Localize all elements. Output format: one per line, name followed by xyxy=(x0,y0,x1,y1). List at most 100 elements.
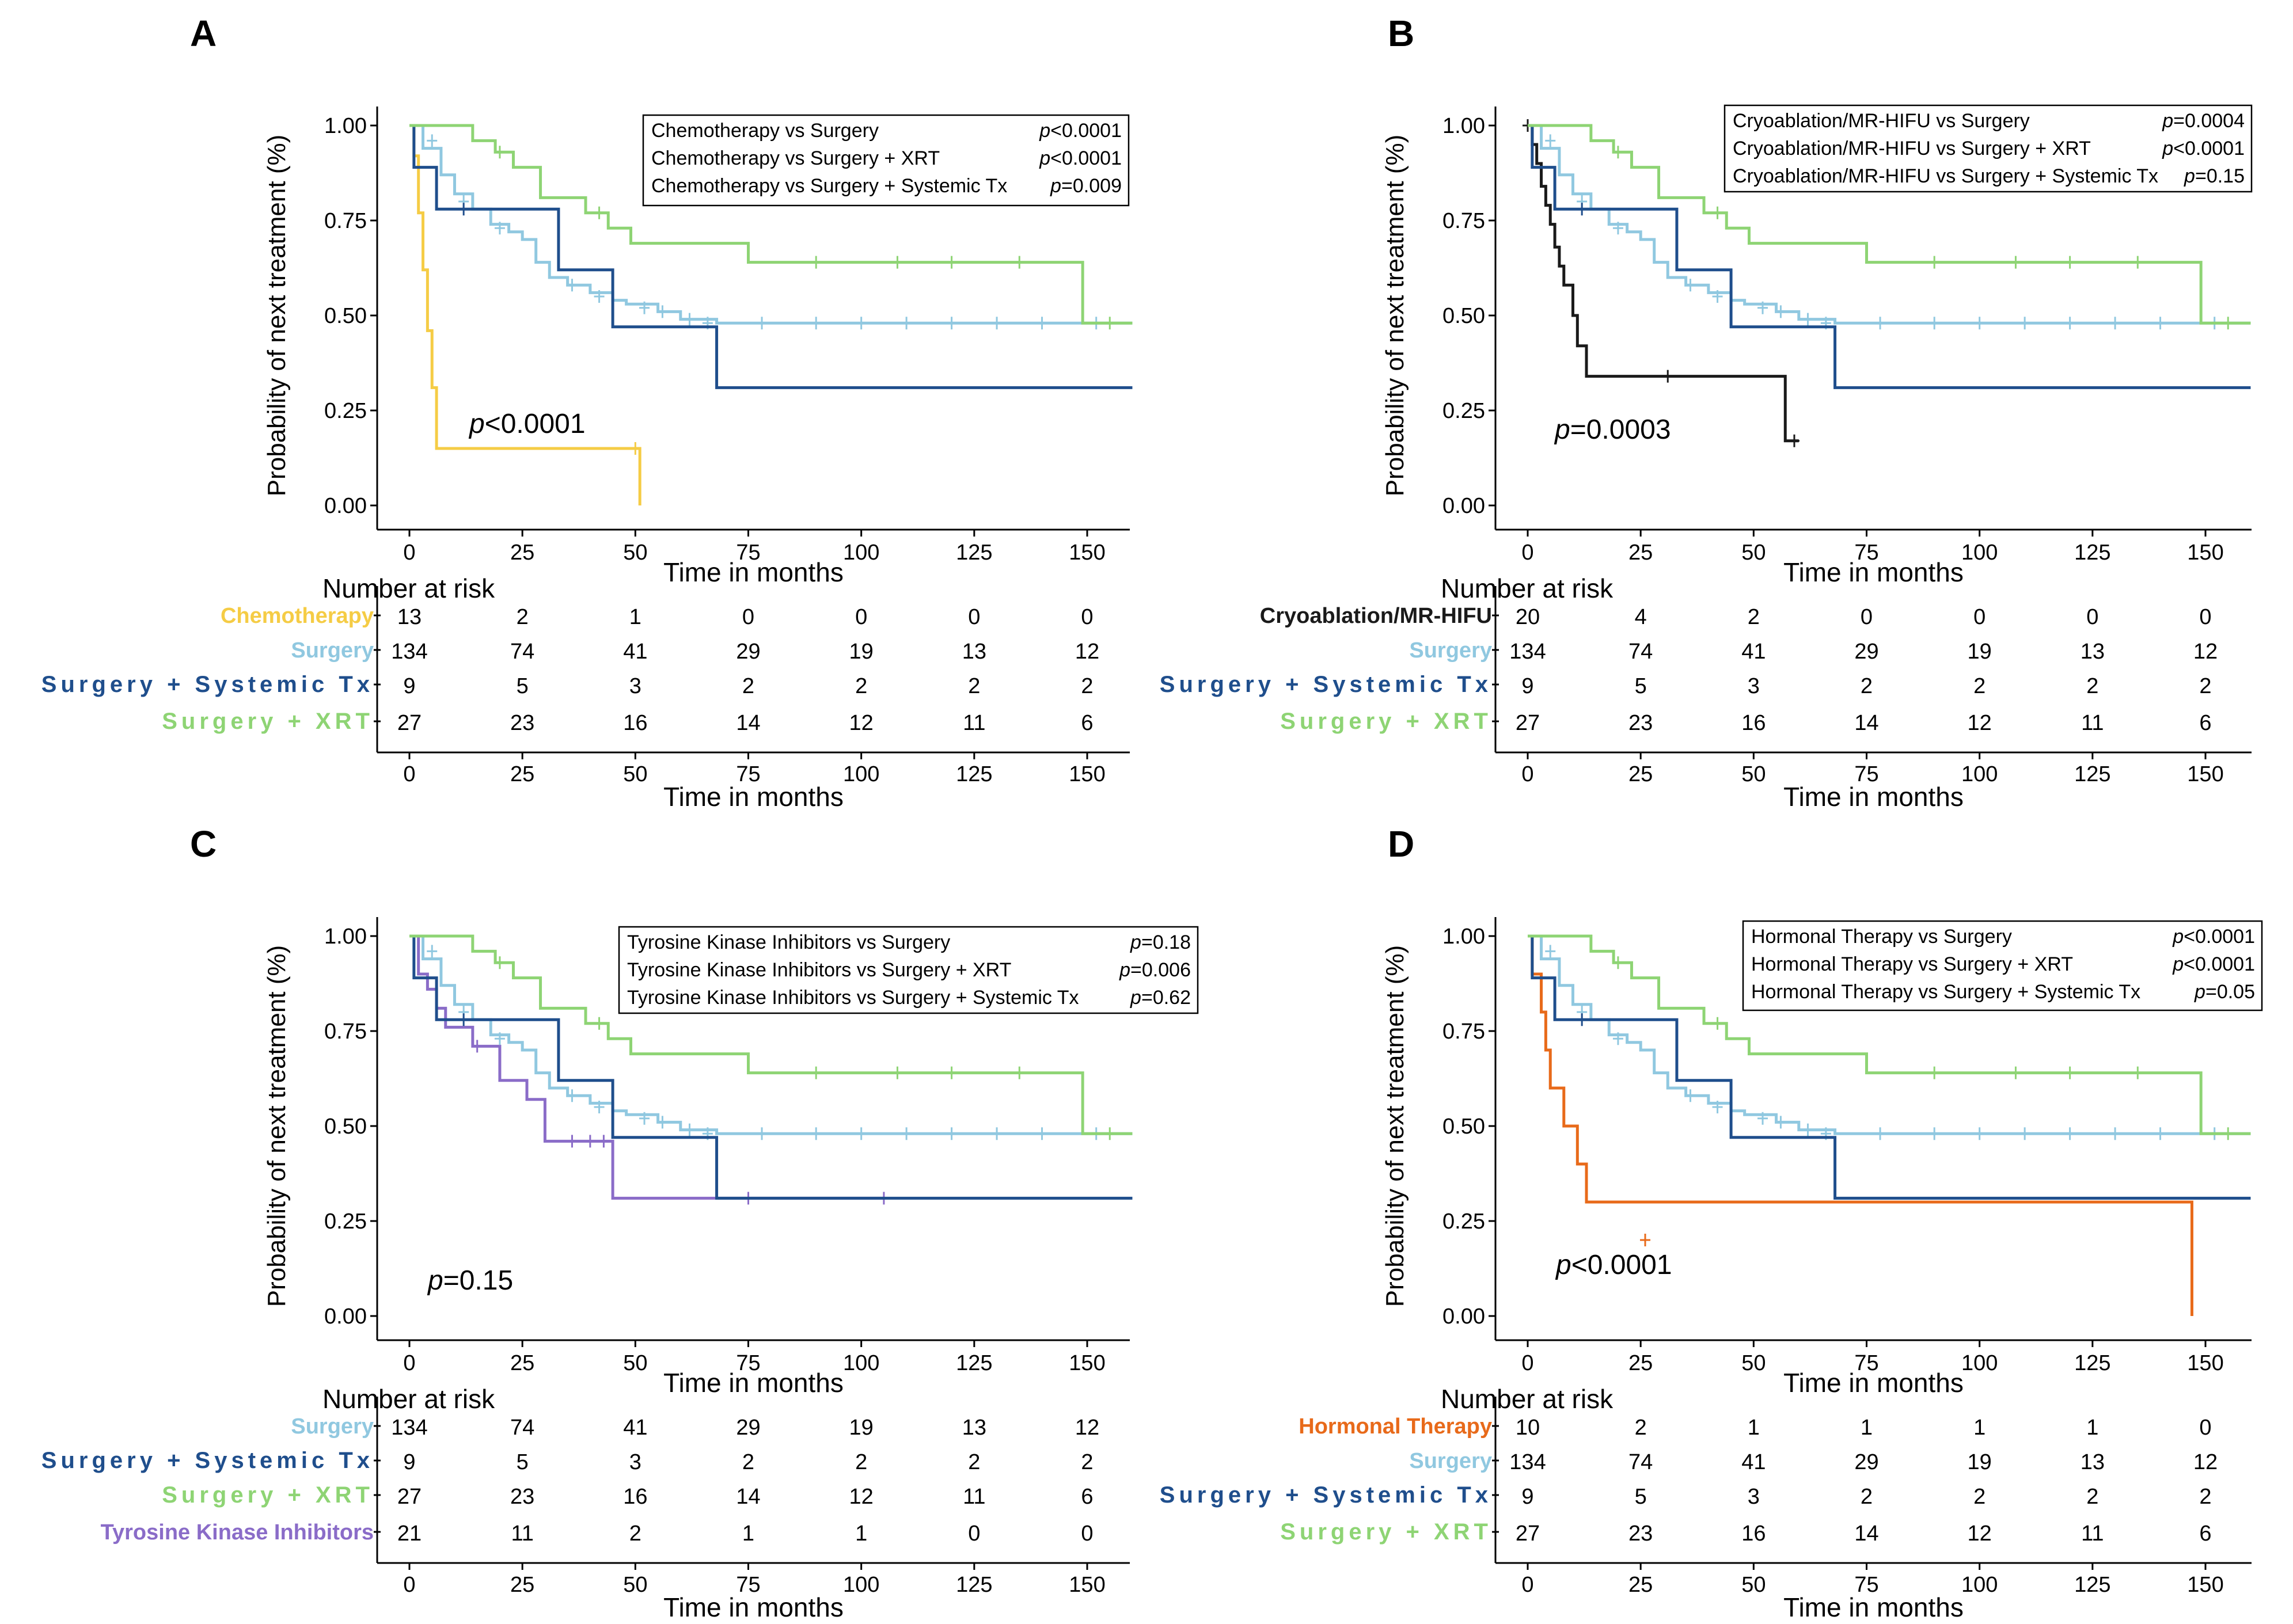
risk-x-tick-label: 125 xyxy=(2074,1573,2110,1597)
risk-count: 134 xyxy=(391,1416,427,1440)
risk-x-tick-label: 150 xyxy=(2187,1573,2223,1597)
risk-count: 1 xyxy=(1861,1416,1873,1440)
risk-x-tick-label: 50 xyxy=(1741,1573,1766,1597)
risk-count: 74 xyxy=(1628,1450,1653,1474)
censor-mark xyxy=(584,1135,595,1148)
risk-x-tick-label: 50 xyxy=(623,762,647,786)
legend-box xyxy=(642,114,1130,207)
risk-count: 74 xyxy=(1628,640,1653,664)
p-value: <0.0001 xyxy=(1571,1250,1672,1280)
risk-count: 41 xyxy=(623,640,647,664)
risk-count: 2 xyxy=(2199,1485,2211,1509)
risk-count: 2 xyxy=(742,1450,754,1474)
risk-count: 2 xyxy=(1081,1450,1093,1474)
censor-mark xyxy=(1974,1127,1985,1140)
p-value: =0.009 xyxy=(1061,175,1122,197)
p-value: =0.15 xyxy=(443,1265,513,1296)
risk-x-tick-label: 50 xyxy=(623,1573,647,1597)
risk-count: 6 xyxy=(2199,1522,2211,1546)
risk-count: 0 xyxy=(1861,605,1873,629)
censor-mark xyxy=(1612,146,1623,159)
panel-d: D0.000.250.500.751.000 25 50 75 100 125 150Pro… xyxy=(1160,823,2263,1622)
risk-count: 11 xyxy=(2081,1522,2104,1546)
risk-count: 2 xyxy=(2086,674,2098,698)
km-curve-cryoablation-mr-hifu xyxy=(1528,124,1799,443)
censor-mark xyxy=(1875,317,1886,330)
risk-count: 29 xyxy=(1854,640,1878,664)
p-symbol: p xyxy=(1119,959,1130,981)
risk-count: 1 xyxy=(742,1522,754,1546)
legend-p-value: p=0.62 xyxy=(1130,987,1191,1009)
risk-count: 1 xyxy=(1973,1416,1986,1440)
legend-comparison: Chemotherapy vs Surgery + Systemic Tx xyxy=(651,175,1007,197)
risk-count: 2 xyxy=(517,605,529,629)
risk-count: 2 xyxy=(1861,1485,1873,1509)
y-axis-title: Probability of next treatment (%) xyxy=(1381,945,1409,1307)
risk-count: 1 xyxy=(629,605,641,629)
risk-count: 19 xyxy=(1968,1450,1992,1474)
censor-mark xyxy=(1974,317,1985,330)
censor-mark xyxy=(2155,317,2166,330)
censor-mark xyxy=(657,1116,668,1129)
risk-x-tick-label: 75 xyxy=(736,1573,760,1597)
p-value: =0.006 xyxy=(1130,959,1191,981)
censor-mark xyxy=(946,1066,957,1079)
risk-count: 5 xyxy=(517,1450,529,1474)
risk-count: 2 xyxy=(1861,674,1873,698)
legend-comparison: Tyrosine Kinase Inhibitors vs Surgery + … xyxy=(627,987,1079,1009)
risk-count: 2 xyxy=(742,674,754,698)
risk-count: 5 xyxy=(1635,674,1647,698)
risk-count: 0 xyxy=(1081,605,1093,629)
y-tick-label: 0.00 xyxy=(1442,1304,1485,1329)
legend-p-value: p=0.18 xyxy=(1130,931,1191,953)
censor-mark xyxy=(1577,1013,1588,1026)
censor-mark xyxy=(494,222,505,235)
risk-count: 9 xyxy=(403,674,415,698)
censor-mark xyxy=(901,317,912,330)
risk-x-tick-label: 25 xyxy=(1628,1573,1653,1597)
x-tick-label: 150 xyxy=(2187,541,2223,565)
risk-count: 2 xyxy=(968,1450,980,1474)
censor-mark xyxy=(494,146,505,159)
risk-count: 3 xyxy=(1748,674,1760,698)
x-tick-label: 50 xyxy=(1741,1351,1766,1375)
x-tick-label: 125 xyxy=(956,1351,992,1375)
censor-mark xyxy=(811,317,822,330)
risk-x-tick-label: 100 xyxy=(1961,1573,1998,1597)
p-value: =0.18 xyxy=(1141,931,1191,953)
censor-mark xyxy=(992,1127,1003,1140)
km-curve-surgery xyxy=(409,124,1133,325)
p-symbol: p xyxy=(2162,110,2173,132)
y-tick-label: 0.75 xyxy=(1442,1020,1485,1044)
risk-count: 2 xyxy=(1973,674,1986,698)
risk-count: 19 xyxy=(849,1416,874,1440)
risk-count: 1 xyxy=(1748,1416,1760,1440)
risk-row-label: Cryoablation/MR-HIFU xyxy=(1260,604,1492,628)
risk-row-label: Surgery xyxy=(1409,1449,1492,1473)
y-tick-label: 1.00 xyxy=(1442,925,1485,949)
censor-mark xyxy=(757,1127,768,1140)
censor-mark xyxy=(1037,317,1047,330)
risk-x-axis-title: Time in months xyxy=(1783,782,1964,812)
panel-c: C0.000.250.500.751.000 25 50 75 100 125 150Pro… xyxy=(41,823,1199,1622)
censor-mark xyxy=(856,1127,867,1140)
risk-count: 21 xyxy=(397,1522,422,1546)
risk-count: 14 xyxy=(1854,711,1878,735)
legend-box xyxy=(1723,104,2253,193)
y-tick-label: 0.50 xyxy=(1442,304,1485,328)
p-value: <0.0001 xyxy=(2184,926,2255,948)
censor-mark xyxy=(598,1135,609,1148)
y-tick-label: 0.25 xyxy=(1442,399,1485,423)
x-tick-label: 0 xyxy=(1521,541,1533,565)
p-symbol: p xyxy=(2162,138,2173,159)
risk-count: 12 xyxy=(2193,1450,2218,1474)
risk-count: 2 xyxy=(855,1450,867,1474)
x-tick-label: 25 xyxy=(1628,1351,1653,1375)
risk-count: 134 xyxy=(391,640,427,664)
censor-mark xyxy=(1612,1032,1623,1045)
y-axis-title: Probability of next treatment (%) xyxy=(1381,135,1409,496)
risk-count: 0 xyxy=(968,1522,980,1546)
x-tick-label: 25 xyxy=(510,1351,534,1375)
km-curve-surgery xyxy=(409,934,1133,1135)
